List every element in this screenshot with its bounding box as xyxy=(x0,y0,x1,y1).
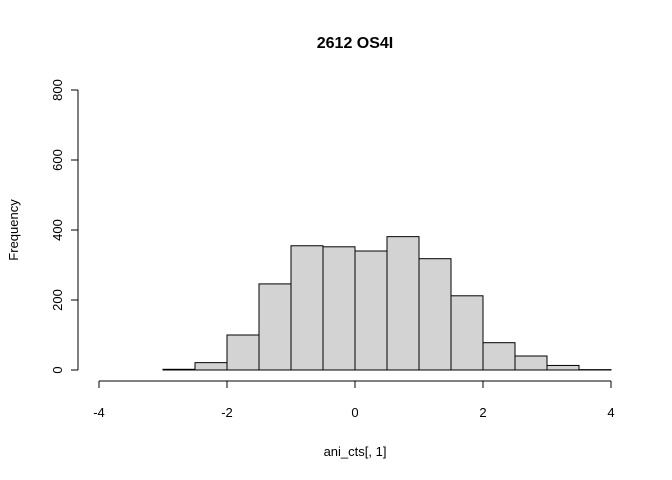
histogram-bar xyxy=(162,368,196,371)
y-tick-label: 400 xyxy=(50,219,65,241)
histogram-bar xyxy=(226,334,260,371)
y-axis-label: Frequency xyxy=(6,199,21,261)
histogram-bar xyxy=(386,236,420,371)
x-tick-label: 2 xyxy=(479,405,486,420)
histogram-bar xyxy=(354,250,388,371)
histogram-bar xyxy=(258,283,292,371)
x-tick-label: -2 xyxy=(221,405,233,420)
histogram-bar xyxy=(322,246,356,371)
y-tick-label: 200 xyxy=(50,289,65,311)
chart-title: 2612 OS4I xyxy=(317,35,394,52)
x-axis-label: ani_cts[, 1] xyxy=(324,444,387,459)
histogram-bar xyxy=(514,355,548,371)
histogram-bar xyxy=(194,362,228,371)
histogram-bar xyxy=(482,342,516,371)
y-tick-label: 0 xyxy=(50,366,65,373)
bars-group xyxy=(162,236,612,371)
x-tick-label: -4 xyxy=(93,405,105,420)
y-axis: 0 200 400 600 800 xyxy=(50,79,79,374)
histogram-bar xyxy=(290,245,324,371)
y-tick-label: 600 xyxy=(50,149,65,171)
histogram-bar xyxy=(450,295,484,371)
histogram-bar xyxy=(418,258,452,371)
histogram-bar xyxy=(546,364,580,371)
x-axis: -4 -2 0 2 4 xyxy=(93,380,615,420)
y-tick-label: 800 xyxy=(50,79,65,101)
x-tick-label: 4 xyxy=(607,405,614,420)
x-tick-label: 0 xyxy=(351,405,358,420)
